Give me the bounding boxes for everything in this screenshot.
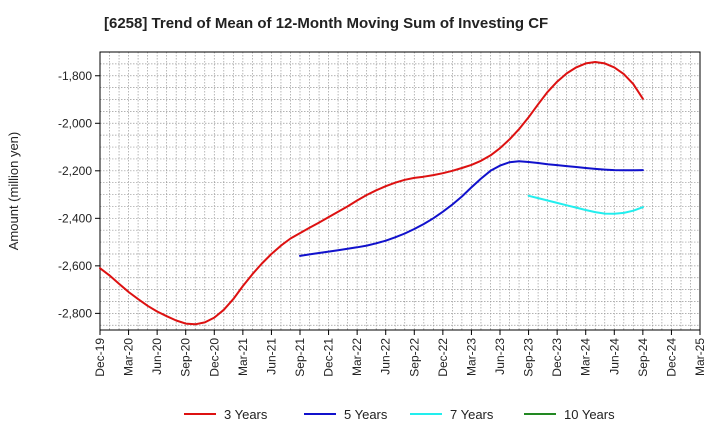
x-tick-label: Jun-21 xyxy=(264,338,278,375)
x-tick-label: Mar-20 xyxy=(122,338,136,376)
x-tick-label: Mar-23 xyxy=(464,338,478,376)
x-tick-label: Mar-21 xyxy=(236,338,250,376)
y-axis: -1,800 -2,000 -2,200 -2,400 -2,600 -2,800 xyxy=(58,69,100,320)
x-tick-label: Dec-22 xyxy=(436,338,450,377)
x-tick-label: Jun-24 xyxy=(607,338,621,375)
plot-area xyxy=(100,52,700,330)
x-tick-label: Sep-24 xyxy=(636,338,650,377)
x-tick-label: Sep-23 xyxy=(522,338,536,377)
y-tick-label: -2,200 xyxy=(58,164,92,178)
y-tick-label: -2,800 xyxy=(58,306,92,320)
grid xyxy=(100,51,700,330)
x-tick-label: Dec-20 xyxy=(207,338,221,377)
series-line-5-years xyxy=(299,160,644,257)
legend-label-10-years: 10 Years xyxy=(564,407,615,422)
series-layer xyxy=(99,61,644,326)
chart-title: [6258] Trend of Mean of 12-Month Moving … xyxy=(104,15,548,32)
x-tick-label: Dec-23 xyxy=(550,338,564,377)
legend-label-3-years: 3 Years xyxy=(224,407,268,422)
y-tick-label: -2,600 xyxy=(58,259,92,273)
x-tick-label: Jun-22 xyxy=(379,338,393,375)
y-tick-label: -2,400 xyxy=(58,211,92,225)
y-tick-label: -2,000 xyxy=(58,116,92,130)
x-tick-label: Sep-22 xyxy=(407,338,421,377)
x-tick-label: Mar-24 xyxy=(579,338,593,376)
series-line-3-years xyxy=(99,61,644,326)
legend-label-5-years: 5 Years xyxy=(344,407,388,422)
x-tick-label: Sep-20 xyxy=(179,338,193,377)
legend: 3 Years 5 Years 7 Years 10 Years xyxy=(184,407,615,422)
y-axis-label: Amount (million yen) xyxy=(6,132,21,251)
x-tick-label: Dec-21 xyxy=(322,338,336,377)
x-tick-label: Mar-22 xyxy=(350,338,364,376)
x-axis: Dec-19 Mar-20 Jun-20 Sep-20 Dec-20 Mar-21 Jun-… xyxy=(93,330,707,377)
x-tick-label: Jun-20 xyxy=(150,338,164,375)
x-tick-label: Dec-19 xyxy=(93,338,107,377)
x-tick-label: Dec-24 xyxy=(664,338,678,377)
legend-label-7-years: 7 Years xyxy=(450,407,494,422)
x-tick-label: Mar-25 xyxy=(693,338,707,376)
plot-frame xyxy=(99,51,701,331)
x-tick-label: Jun-23 xyxy=(493,338,507,375)
series-line-7-years xyxy=(527,194,644,215)
x-tick-label: Sep-21 xyxy=(293,338,307,377)
y-tick-label: -1,800 xyxy=(58,69,92,83)
